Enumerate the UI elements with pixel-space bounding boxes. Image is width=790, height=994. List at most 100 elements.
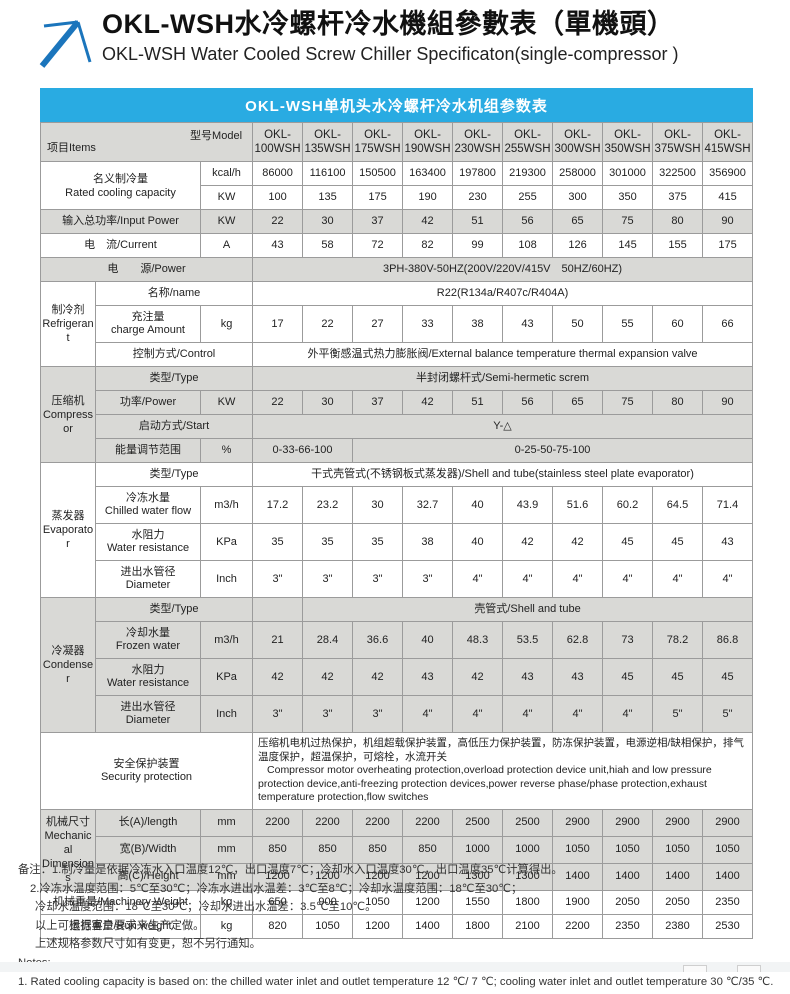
value-cell: 1400 [652, 862, 704, 891]
row-label: 宽(B)/Width [95, 835, 201, 864]
table-row: 水阻力 Water resistance KPa 35 35 35 38 40 42 42 45 45… [41, 523, 754, 561]
value-cell: 99 [452, 233, 504, 258]
value-cell: 850 [402, 835, 454, 864]
value-cell: 75 [602, 390, 654, 415]
value-cell: 42 [402, 390, 454, 415]
value-cell: 60.2 [602, 486, 654, 524]
table-row: 安全保护装置 Security protection 压缩机电机过热保护，机组超载保… [39, 732, 754, 810]
merged-value-cell: 半封闭螺杆式/Semi-hermetic screm [252, 366, 754, 391]
value-cell: 40 [452, 523, 504, 561]
unit-cell: mm [199, 808, 254, 837]
value-cell: 60 [652, 305, 704, 343]
note-line: 上述规格参数尺寸如有变更，恕不另行通知。 [35, 938, 261, 951]
value-cell: 4" [452, 695, 504, 733]
row-label: 电 流/Current [40, 233, 201, 258]
value-cell: 72 [352, 233, 404, 258]
value-cell: 350 [602, 185, 654, 210]
table-row: 宽(B)/Width mm 850 850 850 850 1000 1000 1050 1050… [41, 835, 754, 864]
row-label: 进出水管径 Diameter [95, 560, 201, 598]
row-group-label: 机械尺寸 Mechanical Dimensions [40, 808, 96, 891]
value-cell: 80 [652, 209, 704, 234]
value-cell: 43.9 [502, 486, 554, 524]
value-cell: 4" [452, 560, 504, 598]
value-cell: 301000 [602, 161, 654, 186]
note-line: 冷却水温度范围：18℃至30℃；冷却水进出水温差：3.5℃至10℃。 [35, 901, 377, 914]
model-header: OKL- 135WSH [302, 122, 354, 162]
model-header: OKL- 350WSH [602, 122, 654, 162]
value-cell: 56 [502, 390, 554, 415]
value-cell: 75 [602, 209, 654, 234]
value-cell: 219300 [502, 161, 554, 186]
value-cell: 66 [702, 305, 754, 343]
arrow-up-right-logo-icon [39, 20, 92, 68]
value-cell: 3" [402, 560, 454, 598]
value-cell: 43 [502, 658, 554, 696]
value-cell: 43 [252, 233, 304, 258]
notes-block: 备注：1.制冷量是依据冷冻水入口温度12℃，出口温度7℃；冷却水入口温度30℃，… [18, 864, 784, 994]
unit-cell: m3/h [199, 486, 254, 524]
value-cell: 42 [452, 658, 504, 696]
table-row: 水阻力 Water resistance KPa 42 42 42 43 42 43 43 45 45… [41, 658, 754, 696]
value-cell: 1400 [552, 862, 604, 891]
row-label: 控制方式/Control [94, 342, 254, 367]
value-cell: 300 [552, 185, 604, 210]
value-cell: 415 [702, 185, 754, 210]
value-cell: 17.2 [252, 486, 304, 524]
value-cell: 28.4 [302, 621, 354, 659]
unit-cell: A [199, 233, 254, 258]
value-cell: 2100 [502, 913, 554, 939]
note-line: 1. Rated cooling capacity is based on: t… [18, 975, 774, 988]
table-row: 输入总功率/Input Power KW 22 30 37 42 51 56 65 75 80 90 [40, 209, 754, 234]
model-header: OKL- 175WSH [352, 122, 404, 162]
value-cell: 4" [552, 560, 604, 598]
value-cell: 4" [402, 695, 454, 733]
value-cell: 5" [652, 695, 704, 733]
value-cell: 45 [602, 523, 654, 561]
value-cell: 2200 [352, 808, 404, 837]
value-cell: 56 [502, 209, 554, 234]
unit-cell: kg [199, 889, 254, 915]
page-titles: OKL-WSH水冷螺杆冷水機組參數表（單機頭） OKL-WSH Water Co… [102, 8, 679, 66]
value-cell: 258000 [552, 161, 604, 186]
unit-cell: mm [199, 835, 254, 864]
row-label: 进出水管径 Diameter [95, 695, 201, 733]
value-cell: 850 [302, 835, 354, 864]
model-header: OKL- 415WSH [702, 122, 754, 162]
corner-items-label: 项目Items [47, 142, 96, 154]
table-row: 能量调节范围% 0-33-66-100 0-25-50-75-100 [41, 438, 754, 463]
row-label: 能量调节范围 [95, 438, 201, 463]
unit-cell: kcal/h [199, 161, 254, 186]
value-cell: 2900 [702, 808, 754, 837]
footer-strip [0, 962, 790, 972]
value-cell: 116100 [302, 161, 354, 186]
row-label: 运行重量/Run weight [40, 913, 201, 939]
value-cell: 42 [502, 523, 554, 561]
value-cell: 65 [552, 209, 604, 234]
value-cell: 43 [402, 658, 454, 696]
value-cell: 71.4 [702, 486, 754, 524]
value-cell: 86.8 [702, 621, 754, 659]
value-cell: 2200 [252, 808, 304, 837]
value-cell: 42 [352, 658, 404, 696]
table-row: 电 源/Power 3PH-380V-50HZ(200V/220V/415V 50… [39, 257, 754, 282]
value-cell: 1400 [402, 913, 454, 939]
value-cell: 4" [702, 560, 754, 598]
value-cell: 1900 [552, 889, 604, 915]
unit-cell: kg [199, 305, 254, 343]
value-cell: 90 [702, 209, 754, 234]
value-cell: 2200 [302, 808, 354, 837]
unit-cell: m3/h [199, 621, 254, 659]
value-cell: 2900 [602, 808, 654, 837]
value-cell: 37 [352, 209, 404, 234]
table-row: 机械重量/Machinery Weight kg 650 900 1050 1200 155… [40, 889, 754, 915]
table-row: 冷凝器 Condenser 类型/Type 壳管式/Shell and tube [40, 597, 754, 733]
table-row: 电 流/Current A 43 58 72 82 99 108 126 145 155 175 [40, 233, 754, 258]
row-label: 启动方式/Start [94, 414, 254, 439]
value-cell: 62.8 [552, 621, 604, 659]
value-cell: 32.7 [402, 486, 454, 524]
value-cell: 43 [702, 523, 754, 561]
table-row: 压缩机 Compressor 类型/Type 半封闭螺杆式/Semi-hermetic… [40, 366, 754, 463]
value-cell: 1200 [252, 862, 304, 891]
value-cell: 1300 [502, 862, 554, 891]
value-cell: 30 [302, 390, 354, 415]
